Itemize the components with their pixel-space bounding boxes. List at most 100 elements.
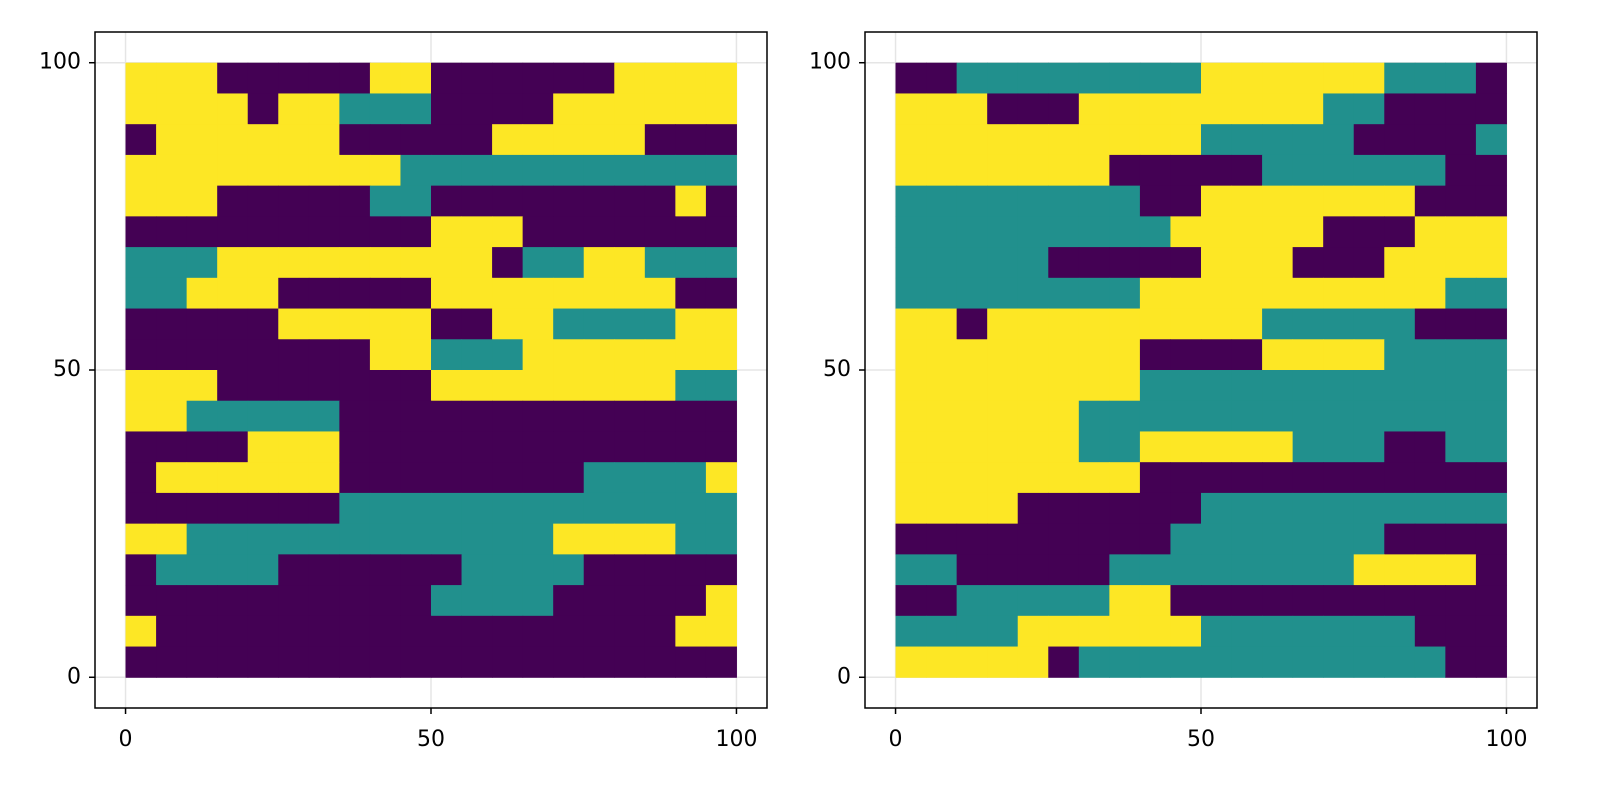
heatmap-cell [431, 370, 463, 402]
heatmap-cell [583, 646, 615, 678]
heatmap-cell [1445, 93, 1477, 125]
heatmap-cell [956, 585, 988, 617]
heatmap-cell [705, 554, 737, 586]
heatmap-cell [1109, 216, 1141, 248]
heatmap-cell [583, 400, 615, 432]
heatmap-cell [1414, 431, 1446, 463]
heatmap-cell [1139, 523, 1171, 555]
heatmap-cell [431, 154, 463, 187]
heatmap-cell [1078, 370, 1110, 402]
heatmap-cell [308, 124, 340, 156]
heatmap-cell [1384, 400, 1416, 432]
heatmap-cell [1414, 646, 1446, 678]
heatmap-cell [583, 339, 615, 371]
heatmap-cell [156, 185, 188, 217]
heatmap-cell [1384, 554, 1416, 586]
heatmap-cell [1384, 615, 1416, 648]
heatmap-cell [1170, 154, 1202, 187]
heatmap-cell [1048, 339, 1080, 371]
heatmap-cell [247, 492, 279, 525]
heatmap-cell [125, 62, 157, 94]
heatmap-cell [400, 216, 432, 248]
heatmap-cell [987, 462, 1019, 494]
heatmap-cell [895, 615, 927, 648]
heatmap-cell [1170, 339, 1202, 371]
heatmap-cell [125, 554, 157, 586]
heatmap-cell [1170, 247, 1202, 279]
heatmap-cell [431, 124, 463, 156]
heatmap-cell [1414, 400, 1446, 432]
heatmap-cell [614, 585, 646, 617]
x-tick-label: 100 [715, 727, 757, 752]
heatmap-cell [369, 185, 401, 217]
heatmap-cell [987, 154, 1019, 187]
heatmap-cell [1323, 124, 1355, 156]
heatmap-cell [400, 462, 432, 494]
heatmap-cell [522, 431, 554, 463]
heatmap-cell [1048, 247, 1080, 279]
heatmap-cell [1048, 585, 1080, 617]
heatmap-cell [1078, 492, 1110, 525]
heatmap-cell [583, 431, 615, 463]
heatmap-cell [1078, 523, 1110, 555]
heatmap-cell [1017, 62, 1049, 94]
heatmap-cell [1078, 615, 1110, 648]
heatmap-cell [431, 585, 463, 617]
heatmap-cell [1017, 431, 1049, 463]
heatmap-cell [926, 154, 958, 187]
x-tick-label: 0 [119, 727, 133, 752]
heatmap-cell [156, 247, 188, 279]
heatmap-cell [125, 154, 157, 187]
heatmap-cell [1475, 615, 1507, 648]
heatmap-cell [461, 646, 493, 678]
heatmap-cell [400, 523, 432, 555]
y-tick-label: 100 [809, 50, 851, 75]
heatmap-cell [1414, 93, 1446, 125]
heatmap-cell [339, 646, 371, 678]
heatmap-cell [1384, 124, 1416, 156]
heatmap-cell [1353, 492, 1385, 525]
heatmap-cell [1201, 400, 1233, 432]
heatmap-cell [895, 400, 927, 432]
heatmap-cell [156, 615, 188, 648]
heatmap-cell [278, 154, 310, 187]
heatmap-cell [644, 646, 676, 678]
heatmap-cell [1139, 124, 1171, 156]
heatmap-cell [1384, 277, 1416, 310]
heatmap-cell [247, 124, 279, 156]
heatmap-cell [1414, 585, 1446, 617]
heatmap-cell [614, 216, 646, 248]
heatmap-cell [186, 400, 218, 432]
heatmap-cell [400, 370, 432, 402]
heatmap-cell [614, 308, 646, 340]
heatmap-cell [308, 216, 340, 248]
heatmap-cell [431, 216, 463, 248]
heatmap-cell [1475, 554, 1507, 586]
heatmap-cell [156, 400, 188, 432]
heatmap-cell [1445, 62, 1477, 94]
heatmap-cell [895, 431, 927, 463]
heatmap-cell [1384, 462, 1416, 494]
heatmap-cell [1201, 247, 1233, 279]
heatmap-cell [1475, 124, 1507, 156]
heatmap-cell [186, 462, 218, 494]
heatmap-cell [339, 462, 371, 494]
heatmap-cell [1048, 124, 1080, 156]
heatmap-cell [1384, 62, 1416, 94]
heatmap-cell [1323, 523, 1355, 555]
heatmap-cell [644, 523, 676, 555]
heatmap-cell [156, 339, 188, 371]
heatmap-cell [1445, 585, 1477, 617]
heatmap-cell [895, 646, 927, 678]
heatmap-cell [1048, 185, 1080, 217]
heatmap-cell [1445, 646, 1477, 678]
heatmap-cell [583, 462, 615, 494]
heatmap-cell [553, 431, 585, 463]
heatmap-cell [583, 185, 615, 217]
heatmap-cell [1323, 646, 1355, 678]
heatmap-cell [461, 124, 493, 156]
heatmap-cell [1353, 400, 1385, 432]
heatmap-cell [339, 154, 371, 187]
heatmap-cell [1109, 554, 1141, 586]
